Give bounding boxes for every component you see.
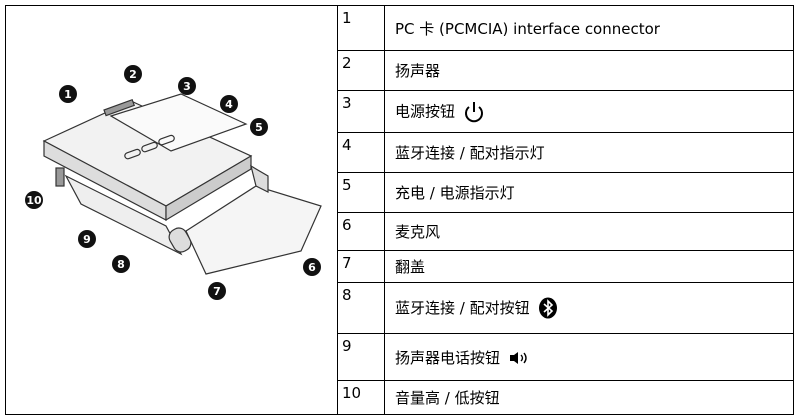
row-text: 蓝牙连接 / 配对按钮 — [395, 298, 530, 317]
row-number: 7 — [337, 250, 385, 283]
callout-badge — [303, 258, 321, 276]
callout-number: 8 — [117, 258, 125, 271]
row-text-cell: 扬声器电话按钮 — [384, 333, 794, 381]
callout-number: 2 — [129, 68, 137, 81]
callout-number: 4 — [225, 98, 233, 111]
row-number: 2 — [337, 50, 385, 91]
parts-table: 1 2 3 4 5 6 7 8 9 10 1 PC 卡 (PCMCIA) interface co… — [5, 5, 794, 415]
row-number: 10 — [337, 380, 385, 415]
row-text: 翻盖 — [384, 250, 794, 283]
callout-number: 3 — [183, 80, 191, 93]
illustration-cell: 1 2 3 4 5 6 7 8 9 10 — [5, 5, 338, 415]
callout-badge — [124, 65, 142, 83]
callout-badge — [25, 191, 43, 209]
callout-badge — [178, 77, 196, 95]
power-icon — [465, 101, 484, 122]
row-text: 音量高 / 低按钮 — [384, 380, 794, 415]
row-number: 8 — [337, 282, 385, 334]
row-number: 9 — [337, 333, 385, 381]
callout-number: 6 — [308, 261, 316, 274]
callout-badge — [59, 85, 77, 103]
row-number: 1 — [337, 5, 385, 51]
row-text: PC 卡 (PCMCIA) interface connector — [384, 5, 794, 51]
row-number: 3 — [337, 90, 385, 133]
callout-badge — [112, 255, 130, 273]
row-text: 电源按钮 — [395, 102, 456, 120]
callout-number: 10 — [26, 194, 42, 207]
callout-number: 5 — [255, 121, 263, 134]
row-text: 麦克风 — [384, 212, 794, 251]
speaker-icon — [510, 352, 527, 364]
callout-badge — [220, 95, 238, 113]
callout-number: 9 — [83, 233, 91, 246]
row-number: 4 — [337, 132, 385, 173]
row-number: 6 — [337, 212, 385, 251]
row-number: 5 — [337, 172, 385, 213]
callout-number: 1 — [64, 88, 72, 101]
callout-badge — [250, 118, 268, 136]
row-text: 充电 / 电源指示灯 — [384, 172, 794, 213]
row-text: 蓝牙连接 / 配对指示灯 — [384, 132, 794, 173]
row-text: 扬声器 — [384, 50, 794, 91]
callout-number: 7 — [213, 285, 221, 298]
callout-badge — [78, 230, 96, 248]
callout-badge — [208, 282, 226, 300]
row-text-cell: 蓝牙连接 / 配对按钮 — [384, 282, 794, 334]
row-text-cell: 电源按钮 — [384, 90, 794, 133]
device-illustration: 1 2 3 4 5 6 7 8 9 10 — [25, 65, 322, 300]
bluetooth-icon — [538, 297, 557, 319]
document: 1 2 3 4 5 6 7 8 9 10 1 PC 卡 (PCMCIA) interface co… — [5, 5, 794, 415]
row-text: 扬声器电话按钮 — [395, 348, 501, 367]
